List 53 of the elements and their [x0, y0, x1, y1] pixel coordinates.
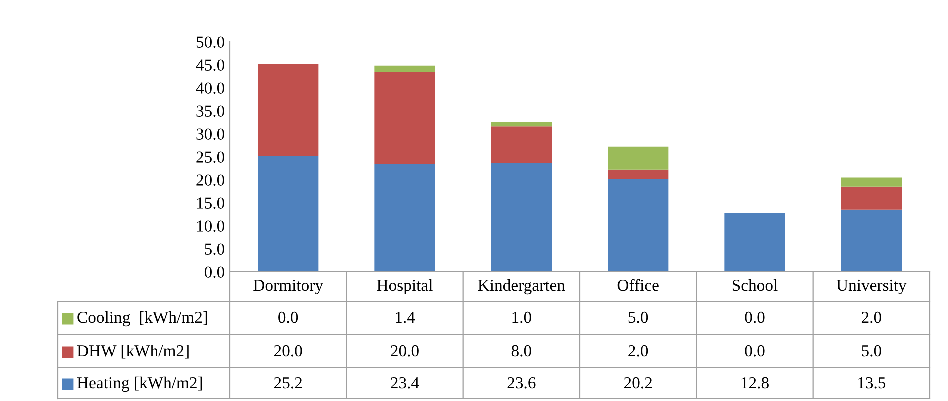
- bar: [608, 170, 669, 180]
- data-label: 1.4: [396, 312, 416, 324]
- data-label: 2.0: [862, 312, 882, 324]
- y-tick-label: 45.0: [196, 60, 225, 72]
- data-label: 5.0: [628, 312, 648, 324]
- bar: [608, 179, 669, 272]
- x-tick-label: Kindergarten: [478, 279, 566, 295]
- y-tick-label: 15.0: [197, 198, 225, 210]
- data-label: 25.2: [274, 377, 302, 389]
- x-tick-label: Dormitory: [254, 280, 324, 295]
- bar: [374, 66, 436, 72]
- data-label: 8.0: [512, 345, 532, 357]
- y-tick-label: 50.0: [196, 36, 225, 48]
- data-label: 20.2: [624, 377, 652, 389]
- bar: [491, 163, 552, 272]
- bar: [374, 164, 436, 272]
- data-label: 20.0: [391, 345, 419, 357]
- bar: [258, 156, 319, 272]
- x-tick-label: Office: [618, 279, 659, 292]
- data-label: 5.0: [862, 345, 882, 357]
- bar: [374, 72, 436, 164]
- legend-label: DHW [kWh/m2]: [77, 344, 189, 359]
- bar: [608, 146, 669, 170]
- bar: [491, 122, 552, 127]
- y-tick-label: 35.0: [196, 106, 225, 118]
- y-tick-label: 40.0: [196, 82, 225, 94]
- data-label: 0.0: [745, 312, 765, 324]
- bar: [841, 210, 902, 272]
- data-label: 0.0: [745, 345, 765, 357]
- legend-label: Cooling [kWh/m2]: [78, 311, 208, 327]
- y-tick-label: 10.0: [197, 220, 225, 232]
- data-label: 13.5: [858, 377, 886, 389]
- data-label: 12.8: [742, 377, 769, 389]
- data-label: 23.6: [508, 377, 536, 389]
- y-tick-label: 25.0: [196, 152, 225, 164]
- data-label: 1.0: [512, 312, 532, 324]
- bar: [491, 126, 552, 164]
- data-label: 23.4: [391, 377, 420, 389]
- y-tick-label: 20.0: [196, 174, 225, 186]
- data-label: 2.0: [628, 345, 648, 357]
- x-tick-label: School: [732, 279, 778, 292]
- y-tick-label: 30.0: [196, 128, 225, 140]
- bar: [841, 186, 902, 210]
- x-tick-label: University: [836, 280, 907, 295]
- data-label: 0.0: [278, 312, 298, 324]
- bar: [258, 64, 319, 156]
- legend-label: Heating [kWh/m2]: [77, 376, 202, 392]
- bar: [841, 178, 902, 187]
- y-tick-label: 5.0: [205, 244, 225, 256]
- bar: [724, 213, 786, 272]
- x-tick-label: Hospital: [377, 279, 433, 295]
- y-tick-label: 0.0: [204, 266, 225, 278]
- data-label: 20.0: [274, 345, 302, 357]
